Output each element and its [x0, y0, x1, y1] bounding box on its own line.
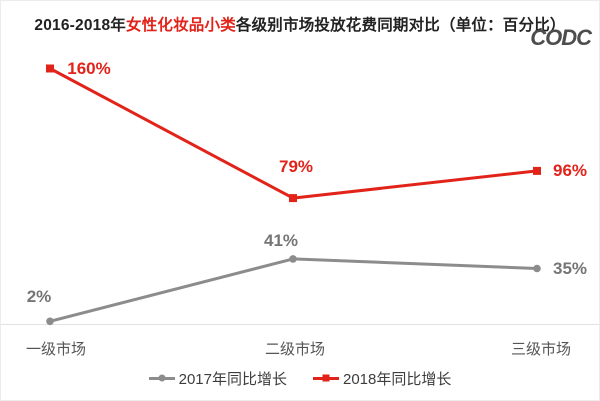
x-axis-label: 三级市场: [510, 341, 572, 358]
data-label: 79%: [278, 157, 314, 177]
chart-title: 2016-2018年女性化妆品小类各级别市场投放花费同期对比（单位：百分比）: [1, 15, 599, 37]
data-label: 41%: [263, 230, 299, 250]
data-point-marker: [46, 64, 54, 73]
legend-marker-shape: [322, 374, 330, 382]
data-point-marker: [289, 255, 297, 263]
data-point-marker: [289, 194, 297, 203]
legend-label: 2018年同比增长: [343, 370, 452, 388]
legend-label: 2017年同比增长: [178, 370, 287, 388]
title-highlight: 女性化妆品小类: [126, 17, 236, 34]
data-label: 35%: [552, 258, 588, 278]
data-point-marker: [46, 317, 54, 326]
series-line-2018年同比增长: [49, 67, 538, 200]
legend-item: 2017年同比增长: [148, 368, 287, 389]
data-label: 96%: [552, 160, 588, 180]
data-label: 2%: [26, 287, 52, 307]
title-suffix: 各级别市场投放花费同期对比（单位：百分比）: [235, 17, 566, 34]
codc-logo: CODC: [530, 25, 592, 50]
legend-item: 2018年同比增长: [313, 368, 451, 389]
title-prefix: 2016-2018年: [34, 17, 126, 34]
x-axis-label: 二级市场: [264, 341, 326, 358]
chart-legend: 2017年同比增长 2018年同比增长: [1, 367, 599, 389]
data-point-marker: [533, 166, 541, 175]
legend-circle-marker-icon: [148, 374, 175, 382]
data-point-marker: [533, 264, 541, 273]
legend-marker-shape: [158, 374, 166, 382]
legend-square-marker-icon: [313, 374, 339, 382]
series-line-2017年同比增长: [49, 257, 538, 323]
data-label: 160%: [67, 58, 111, 78]
x-axis-label: 一级市场: [25, 341, 87, 358]
